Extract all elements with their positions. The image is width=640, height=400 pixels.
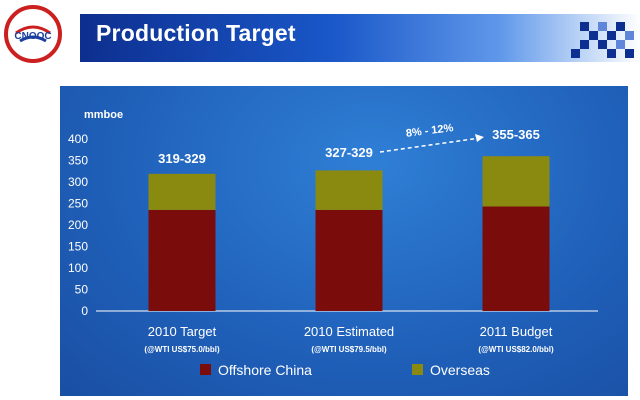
growth-arrow xyxy=(379,137,481,153)
y-tick-label: 0 xyxy=(81,304,88,318)
decor-square xyxy=(625,49,634,58)
category-sublabel: (@WTI US$82.0/bbl) xyxy=(478,345,554,354)
bar-offshore xyxy=(148,209,216,311)
y-tick-label: 350 xyxy=(68,154,88,168)
decor-square xyxy=(598,22,607,31)
bar-overseas xyxy=(315,170,383,210)
decor-square xyxy=(580,40,589,49)
legend-swatch xyxy=(412,364,423,375)
bar-overseas xyxy=(482,156,550,207)
legend-label: Offshore China xyxy=(218,362,312,378)
decor-square xyxy=(607,31,616,40)
category-label: 2010 Estimated xyxy=(304,324,394,339)
y-tick-label: 400 xyxy=(68,132,88,146)
y-tick-label: 250 xyxy=(68,197,88,211)
decor-square xyxy=(598,40,607,49)
growth-annotation: 8% - 12% xyxy=(405,122,454,140)
y-tick-label: 300 xyxy=(68,175,88,189)
decor-square xyxy=(625,31,634,40)
logo-text: CNOOC xyxy=(14,31,51,42)
decor-square xyxy=(589,31,598,40)
page-title: Production Target xyxy=(96,20,296,46)
cnooc-logo-icon: CNOOC xyxy=(4,5,62,63)
legend-swatch xyxy=(200,364,211,375)
data-label: 355-365 xyxy=(492,127,540,142)
data-label: 327-329 xyxy=(325,145,373,160)
y-tick-label: 100 xyxy=(68,261,88,275)
decor-square xyxy=(616,22,625,31)
decor-square xyxy=(580,22,589,31)
decor-square xyxy=(616,40,625,49)
category-sublabel: (@WTI US$79.5/bbl) xyxy=(311,345,387,354)
category-label: 2011 Budget xyxy=(480,324,553,339)
bar-overseas xyxy=(148,173,216,210)
bar-offshore xyxy=(482,206,550,311)
y-axis-unit: mmboe xyxy=(84,109,123,121)
y-tick-label: 200 xyxy=(68,218,88,232)
title-bar xyxy=(80,14,640,62)
decor-square xyxy=(607,49,616,58)
legend-label: Overseas xyxy=(430,362,490,378)
y-tick-label: 150 xyxy=(68,240,88,254)
y-tick-label: 50 xyxy=(75,283,89,297)
data-label: 319-329 xyxy=(158,151,206,166)
decor-square xyxy=(571,49,580,58)
growth-arrow-head xyxy=(475,134,484,142)
category-label: 2010 Target xyxy=(148,324,217,339)
category-sublabel: (@WTI US$75.0/bbl) xyxy=(144,345,220,354)
bar-offshore xyxy=(315,209,383,311)
